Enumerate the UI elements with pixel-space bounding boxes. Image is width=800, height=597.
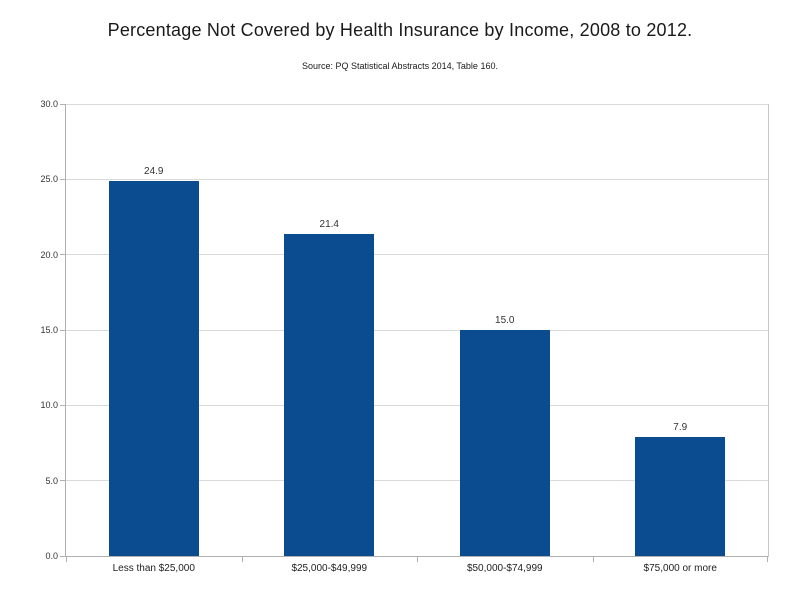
bar-value-label: 21.4: [319, 218, 339, 230]
bar: [108, 180, 199, 556]
y-tick-label: 20.0: [40, 249, 58, 260]
y-axis-tick: [60, 178, 65, 180]
chart-source-note: Source: PQ Statistical Abstracts 2014, T…: [302, 61, 498, 71]
bar-value-label: 7.9: [673, 421, 688, 433]
y-tick-label: 5.0: [45, 475, 58, 486]
y-axis-tick: [60, 329, 65, 331]
x-tick-label: Less than $25,000: [112, 563, 195, 574]
gridline: [66, 329, 768, 331]
bar: [459, 330, 550, 556]
gridline: [66, 480, 768, 482]
plot-area: 0.0 5.0 10.0 15.0 20.0 25.0 30.0 24.9 Less than …: [40, 99, 769, 574]
bar-value-label: 24.9: [144, 165, 164, 177]
x-tick-label: $50,000-$74,999: [466, 563, 543, 574]
x-tick-label: $25,000-$49,999: [291, 563, 368, 574]
gridline: [66, 178, 768, 180]
x-axis-tick: [241, 556, 243, 562]
y-tick-label: 0.0: [45, 551, 58, 561]
gridline: [66, 404, 768, 406]
y-axis-tick: [60, 555, 65, 557]
y-axis-tick: [60, 404, 65, 406]
x-tick-label: $75,000 or more: [643, 563, 717, 574]
gridline: [66, 254, 768, 256]
chart-title: Percentage Not Covered by Health Insuran…: [107, 20, 693, 40]
y-axis-tick: [60, 254, 65, 256]
bar-value-label: 15.0: [495, 315, 515, 326]
x-axis-tick: [767, 556, 768, 562]
y-tick-label: 10.0: [40, 400, 58, 411]
y-axis-tick: [60, 103, 65, 105]
gridline: [66, 103, 768, 105]
y-tick-label: 25.0: [40, 174, 58, 185]
bar: [284, 233, 375, 556]
y-tick-label: 15.0: [40, 325, 58, 335]
bar: [635, 436, 726, 556]
x-axis-tick: [417, 556, 418, 562]
y-axis-tick: [60, 480, 65, 482]
x-axis-tick: [592, 556, 594, 562]
x-axis-tick: [66, 556, 67, 562]
y-tick-label: 30.0: [40, 99, 58, 109]
